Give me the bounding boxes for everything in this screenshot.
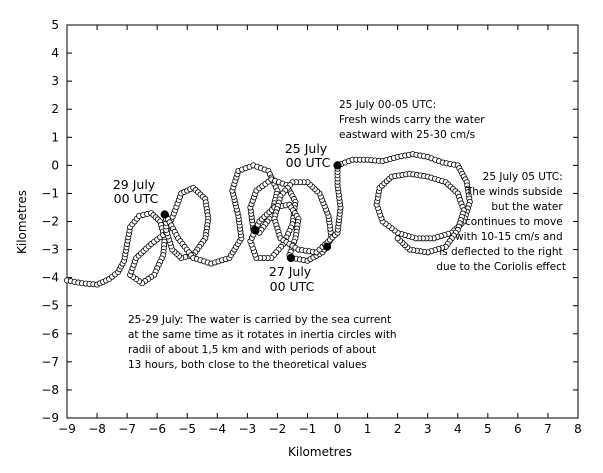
x-tick-label: −8 (88, 422, 106, 436)
x-tick-label: −2 (269, 422, 287, 436)
y-tick-label: −6 (41, 327, 59, 341)
y-tick-label: 1 (51, 130, 59, 144)
y-tick-label: 0 (51, 158, 59, 172)
axes: −9 −8 −7 −6 −5 −4 −3 −2 −1 0 1 2 3 4 5 6 7 8543210−1−2−3−… (41, 18, 582, 436)
x-tick-label: 8 (574, 422, 582, 436)
x-tick-label: 2 (394, 422, 402, 436)
y-tick-label: −5 (41, 299, 59, 313)
x-tick-label: 0 (334, 422, 342, 436)
x-axis-label: Kilometres (288, 445, 352, 459)
y-tick-label: −4 (41, 271, 59, 285)
y-tick-label: 3 (51, 74, 59, 88)
x-tick-label: −5 (178, 422, 196, 436)
x-tick-label: 4 (454, 422, 462, 436)
x-tick-label: −3 (239, 422, 257, 436)
y-tick-label: 2 (51, 102, 59, 116)
y-axis-label: Kilometres (15, 190, 29, 254)
annotation-29-july-00utc: 29 July 00 UTC (113, 177, 159, 206)
time-marker (250, 225, 259, 235)
annotation-25-july-05utc: 25 July 05 UTC: The winds subside but th… (436, 171, 566, 273)
trajectory-points (64, 151, 473, 288)
x-tick-label: −9 (58, 422, 76, 436)
y-tick-label: 4 (51, 46, 59, 60)
time-marker (322, 242, 332, 251)
annotation-25-29-july: 25-29 July: The water is carried by the … (128, 314, 400, 371)
x-tick-label: 7 (544, 422, 552, 436)
annotation-27-july-00utc: 27 July 00 UTC (269, 264, 315, 294)
x-tick-label: −4 (208, 422, 226, 436)
time-marker (286, 253, 296, 263)
time-marker (160, 210, 169, 219)
time-markers (160, 161, 342, 263)
y-tick-label: −3 (41, 243, 59, 257)
x-tick-label: 3 (424, 422, 432, 436)
y-tick-label: −9 (41, 411, 59, 425)
trajectory-point (394, 235, 401, 242)
y-tick-label: −8 (41, 383, 59, 397)
y-tick-label: −7 (41, 355, 59, 369)
y-tick-label: −1 (41, 186, 59, 200)
x-tick-label: 6 (514, 422, 522, 436)
x-tick-label: −6 (148, 422, 166, 436)
y-tick-label: −2 (41, 215, 59, 229)
y-tick-label: 5 (51, 18, 59, 32)
annotation-25-july-00utc: 25 July 00 UTC (285, 141, 331, 170)
x-tick-label: −1 (299, 422, 317, 436)
annotation-25-july-00-05: 25 July 00-05 UTC: Fresh winds carry the… (339, 99, 488, 141)
x-tick-label: −7 (118, 422, 136, 436)
x-tick-label: 5 (484, 422, 492, 436)
x-tick-label: 1 (364, 422, 372, 436)
time-marker (333, 161, 342, 170)
